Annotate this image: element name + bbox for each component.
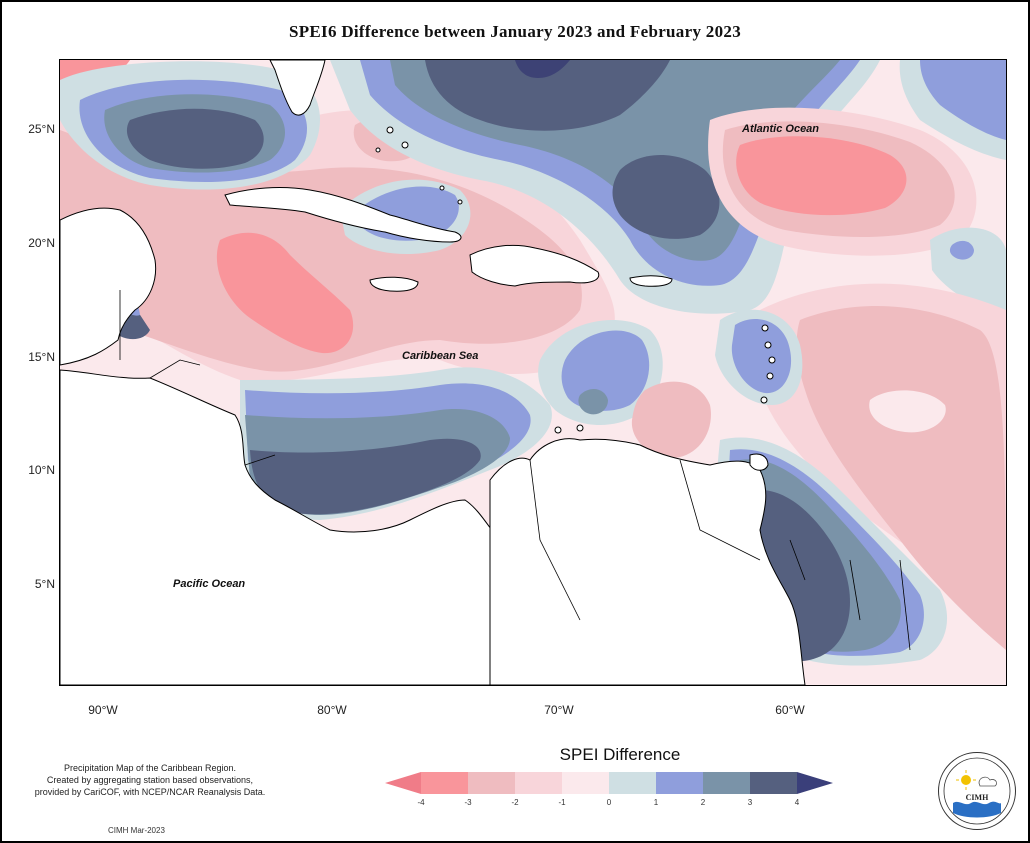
- cimh-logo-icon: CIMH: [938, 752, 1016, 830]
- label-pacific-ocean: Pacific Ocean: [173, 578, 246, 590]
- legend-tick-label: 4: [794, 798, 800, 807]
- sun-icon: [961, 775, 971, 785]
- legend-tick-label: 0: [606, 798, 612, 807]
- legend-bin: [656, 772, 703, 794]
- land-hispaniola: [469, 244, 600, 287]
- description-line-3: provided by CariCOF, with NCEP/NCAR Rean…: [34, 787, 266, 797]
- legend-tick-label: 3: [747, 798, 753, 807]
- contour-dark-north-a: [425, 60, 670, 131]
- lat-label-20n: 20°N: [28, 236, 55, 250]
- legend-arrow-low: [385, 772, 421, 794]
- contour-red-se: [796, 306, 1006, 650]
- contour-dark-north-c: [515, 60, 570, 78]
- legend-bin: [421, 772, 468, 794]
- legend-tick-label: -2: [511, 798, 519, 807]
- description-line-2: Created by aggregating station based obs…: [46, 775, 254, 785]
- legend-colorbar: [385, 772, 833, 794]
- logo-graphic: [943, 757, 1011, 825]
- contour-blue-spot-east: [949, 240, 974, 260]
- legend-bin: [515, 772, 562, 794]
- contour-strong-red-atlantic: [736, 136, 907, 216]
- map-title: SPEI6 Difference between January 2023 an…: [288, 22, 742, 41]
- lat-label-25n: 25°N: [28, 122, 55, 136]
- legend-bin: [750, 772, 797, 794]
- cloud-icon: [978, 776, 998, 787]
- lon-label-90w: 90°W: [88, 703, 118, 717]
- land-yucatan: [60, 207, 157, 366]
- country-borders: [119, 290, 911, 651]
- lon-label-70w: 70°W: [544, 703, 574, 717]
- contour-light-blue-east: [930, 227, 1006, 320]
- legend-tick-label: 2: [700, 798, 706, 807]
- contour-dark-gulf: [126, 108, 264, 169]
- spei-field: [60, 60, 1006, 685]
- legend-bin: [468, 772, 515, 794]
- legend-tick-label: -1: [558, 798, 566, 807]
- lon-label-80w: 80°W: [317, 703, 347, 717]
- contour-blue-center: [561, 330, 650, 411]
- map-credit: CIMH Mar-2023: [108, 826, 165, 835]
- label-caribbean-sea: Caribbean Sea: [402, 350, 479, 362]
- land-puerto-rico: [629, 275, 673, 287]
- contour-dark-north-b: [612, 155, 720, 239]
- logo-text: CIMH: [965, 793, 989, 802]
- land-jamaica: [369, 276, 419, 292]
- contour-dark-south: [250, 438, 481, 515]
- contour-red-venezuela-coast: [631, 381, 711, 458]
- contour-blue-antilles: [731, 318, 792, 394]
- legend-bin: [703, 772, 750, 794]
- map-description: Precipitation Map of the Caribbean Regio…: [10, 762, 290, 798]
- legend-bin: [609, 772, 656, 794]
- legend-tick-label: 1: [653, 798, 659, 807]
- land-south-america: [489, 438, 806, 685]
- description-line-1: Precipitation Map of the Caribbean Regio…: [63, 763, 237, 773]
- legend-tick-label: -4: [417, 798, 425, 807]
- contour-pale-se-spot: [869, 390, 946, 433]
- spei-map: [59, 59, 1007, 686]
- label-atlantic-ocean: Atlantic Ocean: [742, 123, 820, 135]
- lon-label-60w: 60°W: [775, 703, 805, 717]
- land-cuba: [224, 187, 462, 243]
- contour-blue-ne: [920, 60, 1006, 140]
- legend-arrow-high: [797, 772, 833, 794]
- island-outlines: [375, 126, 776, 434]
- lat-label-10n: 10°N: [28, 463, 55, 477]
- contour-strong-red-central: [216, 232, 354, 354]
- contour-slate-center: [578, 388, 608, 415]
- legend-bin: [562, 772, 609, 794]
- land-trinidad: [749, 453, 769, 471]
- legend-bins: [421, 772, 797, 794]
- land-florida: [269, 60, 326, 116]
- legend-title: SPEI Difference: [559, 745, 681, 764]
- legend-tick-label: -3: [464, 798, 472, 807]
- lat-label-15n: 15°N: [28, 350, 55, 364]
- waves-icon: [953, 801, 1001, 818]
- lat-label-5n: 5°N: [34, 577, 55, 591]
